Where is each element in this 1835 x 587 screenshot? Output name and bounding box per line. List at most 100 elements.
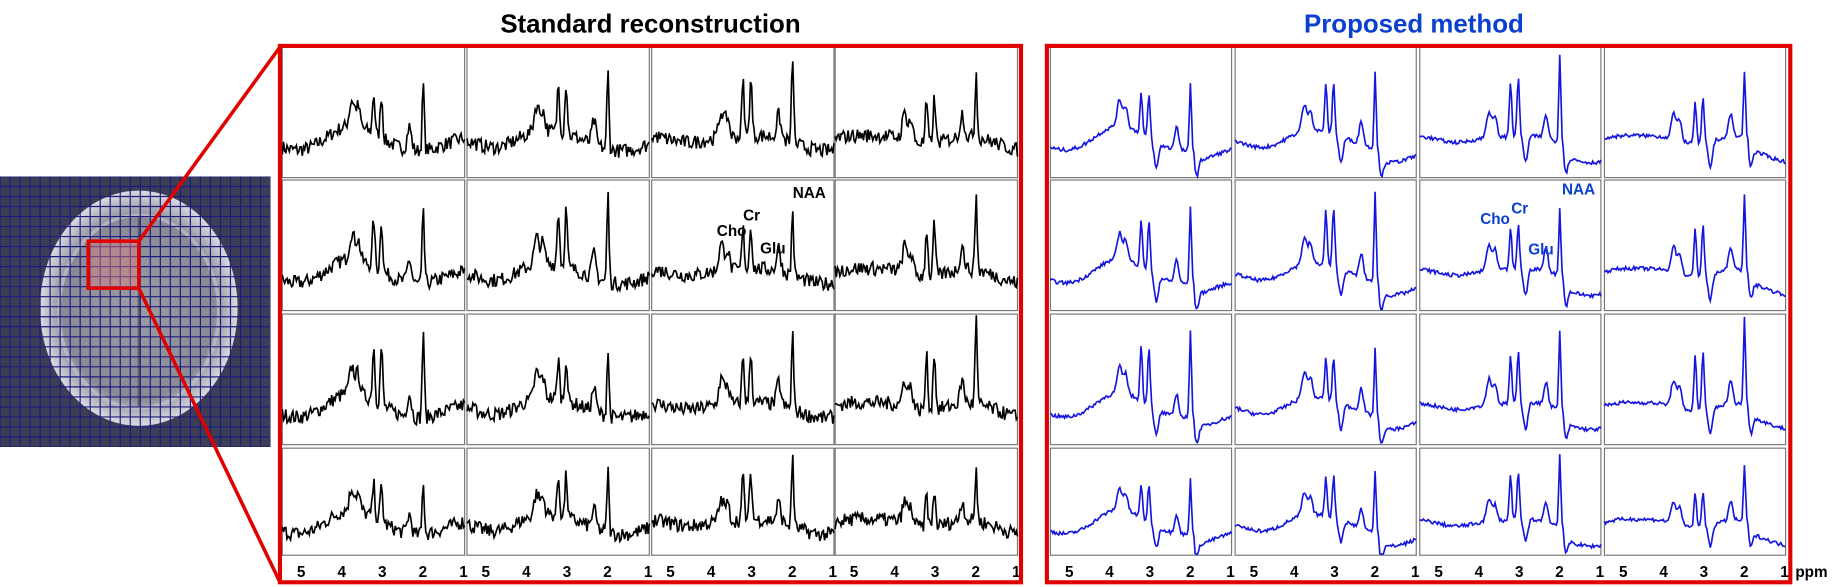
subplot [1049,447,1233,556]
spectrum [1234,71,1417,179]
subplot [1419,447,1602,556]
spectrum [1419,454,1602,555]
x-tick-label: 3 [563,564,572,581]
x-tick-label: 3 [1515,564,1524,581]
x-tick-label: 5 [850,564,859,581]
x-tick-label: 3 [931,564,939,581]
spectrum [834,194,1019,290]
x-tick-label: 2 [1740,564,1749,581]
subplot [1603,313,1787,446]
spectrum [834,72,1019,157]
x-tick-label: 4 [337,564,346,581]
subplot [1234,179,1417,312]
peak-label: Cr [743,207,760,224]
spectrum [1419,54,1602,175]
spectrum [1234,347,1417,444]
spectrum [466,352,651,424]
roi-fill [88,241,139,289]
subplot [651,313,835,446]
subplot [281,447,466,556]
subplot [834,313,1019,446]
x-tick-label: 1 [1596,564,1605,581]
peak-label: Glu [1528,242,1553,259]
spectrum [466,466,651,544]
subplot [1419,313,1602,446]
x-tick-label: 5 [666,564,675,581]
peak-label: Cr [1511,200,1528,217]
panel-frame [1044,43,1793,585]
x-tick-label: 2 [971,564,979,581]
spectrum [651,330,835,424]
peak-label: Cho [717,223,747,240]
spectrum [1049,83,1232,180]
spectrum [1419,330,1602,440]
spectrum [281,478,466,543]
x-tick-label: 4 [522,564,531,581]
spectrum [1234,470,1417,555]
zoom-line [137,46,282,243]
x-tick-label: 5 [1065,564,1074,581]
spectrum [466,191,651,293]
x-tick-label: 1 [644,564,653,581]
subplot [1234,46,1417,179]
subplot [834,46,1019,179]
spectrum [1604,71,1786,171]
spectrum [1603,194,1786,305]
spectrum [466,70,650,158]
x-tick-label: 1 [459,564,468,581]
x-tick-label: 2 [419,564,428,581]
x-tick-label: 4 [1475,564,1484,581]
x-tick-label: 3 [747,564,755,581]
subplot [651,46,835,179]
x-tick-label: 5 [1250,564,1259,581]
peak-label: NAA [793,185,826,202]
spectrum [1603,465,1786,548]
x-tick-label: 2 [1186,564,1195,581]
spectrum [1050,478,1233,555]
subplot [1049,46,1233,179]
subplot [651,179,835,312]
subplot [1603,179,1787,312]
x-tick-label: 2 [603,564,611,581]
zoom-line [137,287,282,584]
peak-label: NAA [1562,182,1595,199]
subplot [281,313,466,446]
subplot [1234,447,1417,556]
x-tick-label: 1 [1012,564,1021,581]
panel-title: Standard reconstruction [500,11,800,39]
x-tick-label: 2 [1371,564,1380,581]
subplot [281,179,466,312]
x-tick-label: 4 [1290,564,1299,581]
x-tick-label: 4 [890,564,899,581]
spectrum [651,454,835,542]
panel-title: Proposed method [1304,11,1524,39]
x-tick-label: 3 [1330,564,1339,581]
x-tick-label: 4 [1105,564,1114,581]
subplot [466,179,650,312]
spectrum [1419,208,1602,309]
x-tick-label: 1 [1411,564,1420,581]
x-tick-label: 1 [1226,564,1235,581]
x-tick-label: 1 [1780,564,1789,581]
subplot [1419,46,1602,179]
spectrum [281,208,466,292]
subplot [834,179,1019,312]
subplot [281,46,466,179]
peak-label: Glu [760,240,785,257]
spectrum [281,83,466,158]
spectrum [281,331,466,427]
roi-box [86,239,141,290]
subplot [1049,179,1233,312]
spectrum [1234,191,1417,311]
x-tick-label: 3 [1146,564,1154,581]
axis-unit: ppm [1795,564,1827,581]
spectrum [650,211,835,292]
spectrum [1603,316,1787,438]
spectrum [650,61,835,159]
x-tick-label: 5 [482,564,491,581]
x-tick-label: 1 [829,564,838,581]
x-tick-label: 5 [1434,564,1443,581]
x-tick-label: 5 [297,564,306,581]
